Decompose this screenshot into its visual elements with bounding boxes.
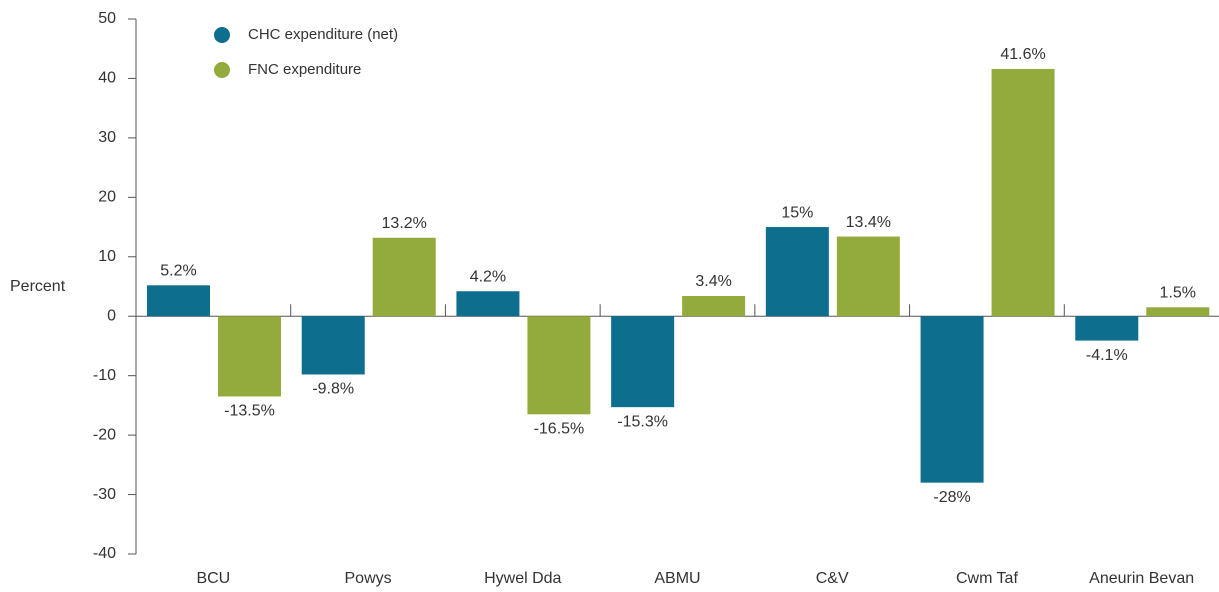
value-label: 5.2% (160, 263, 196, 280)
value-label: 15% (781, 204, 813, 221)
legend-label: CHC expenditure (net) (248, 26, 398, 43)
value-label: -13.5% (224, 403, 275, 420)
value-label: 1.5% (1160, 285, 1196, 302)
y-tick-label: 40 (98, 70, 116, 87)
y-tick-label: 20 (98, 189, 116, 206)
value-label: 13.2% (382, 215, 427, 232)
bar (611, 316, 675, 408)
y-tick-label: 0 (107, 307, 116, 324)
x-tick-label: Powys (345, 570, 392, 587)
bar (1075, 316, 1139, 341)
y-tick-label: -10 (93, 367, 116, 384)
y-tick-label: -30 (93, 486, 116, 503)
x-tick-label: ABMU (654, 570, 700, 587)
x-tick-label: C&V (816, 570, 849, 587)
value-label: 4.2% (470, 268, 506, 285)
y-tick-label: -20 (93, 426, 116, 443)
bar (682, 296, 746, 317)
legend-marker (214, 27, 230, 43)
bar (836, 236, 900, 317)
y-axis-label: Percent (10, 278, 66, 295)
bar (1146, 307, 1210, 317)
bar (218, 316, 281, 397)
x-tick-label: Aneurin Bevan (1089, 570, 1194, 587)
value-label: -16.5% (534, 421, 585, 438)
y-tick-label: 50 (98, 10, 116, 27)
legend-marker (214, 62, 230, 78)
bar (301, 316, 365, 375)
value-label: 13.4% (846, 214, 891, 231)
y-tick-label: 30 (98, 129, 116, 146)
value-label: 3.4% (695, 273, 731, 290)
bar (991, 68, 1055, 317)
x-tick-label: Hywel Dda (484, 570, 561, 587)
legend-label: FNC expenditure (248, 61, 361, 78)
x-tick-label: BCU (196, 570, 230, 587)
value-label: 41.6% (1000, 46, 1045, 63)
value-label: -28% (933, 489, 970, 506)
y-tick-label: 10 (98, 248, 116, 265)
bar (527, 316, 591, 415)
y-tick-label: -40 (93, 545, 116, 562)
value-label: -4.1% (1086, 347, 1128, 364)
bar (456, 291, 520, 317)
value-label: -15.3% (617, 413, 668, 430)
bar (372, 237, 436, 317)
bar (147, 285, 210, 317)
bar (765, 227, 829, 317)
value-label: -9.8% (312, 381, 354, 398)
x-tick-label: Cwm Taf (956, 570, 1018, 587)
bar (920, 316, 984, 483)
